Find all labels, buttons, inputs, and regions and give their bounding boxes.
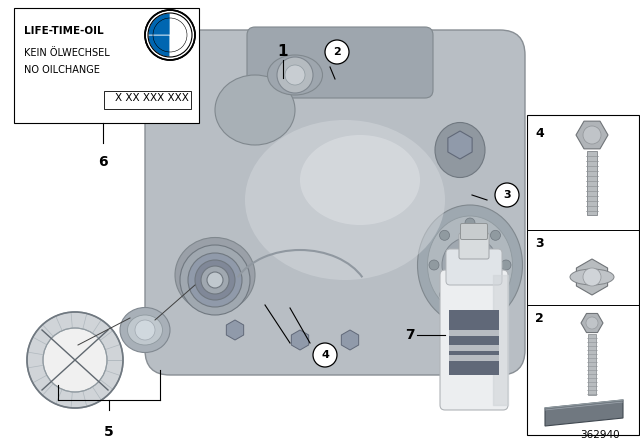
Circle shape [440,290,449,300]
Circle shape [145,10,195,60]
Polygon shape [341,330,358,350]
Wedge shape [170,13,192,35]
Circle shape [188,253,242,307]
Circle shape [465,218,475,228]
Polygon shape [581,314,603,332]
Bar [449,310,499,375]
Text: 7: 7 [405,328,415,342]
Circle shape [180,245,250,315]
Bar [449,345,499,351]
Ellipse shape [120,307,170,353]
Circle shape [583,268,601,286]
Ellipse shape [428,216,513,314]
Ellipse shape [435,122,485,177]
Circle shape [135,320,155,340]
Polygon shape [291,330,308,350]
Polygon shape [227,320,244,340]
Text: X XX XXX XXX: X XX XXX XXX [115,93,189,103]
Circle shape [201,266,229,294]
Circle shape [277,57,313,93]
Text: 362940: 362940 [580,430,620,440]
Bar [449,330,499,336]
FancyBboxPatch shape [440,270,508,410]
Text: 2: 2 [333,47,341,57]
Circle shape [495,183,519,207]
Ellipse shape [215,75,295,145]
Ellipse shape [268,55,323,95]
Circle shape [583,126,601,144]
Ellipse shape [570,269,614,285]
Wedge shape [148,13,170,35]
Circle shape [586,317,598,329]
Text: 4: 4 [321,350,329,360]
Circle shape [285,65,305,85]
Circle shape [429,260,439,270]
Text: 3: 3 [535,237,543,250]
Bar [588,334,596,395]
Circle shape [207,272,223,288]
Circle shape [465,302,475,312]
Circle shape [501,260,511,270]
Bar [527,115,639,435]
Bar [587,151,597,215]
Polygon shape [577,259,607,295]
Ellipse shape [127,315,163,345]
Polygon shape [576,121,608,149]
Ellipse shape [300,135,420,225]
Text: 5: 5 [104,425,114,439]
Text: 6: 6 [98,155,108,169]
Bar [14,8,199,123]
Circle shape [440,230,449,240]
Text: 1: 1 [278,44,288,60]
Circle shape [490,290,500,300]
Circle shape [490,230,500,240]
Circle shape [452,247,488,283]
Text: KEIN ÖLWECHSEL: KEIN ÖLWECHSEL [24,48,109,58]
Circle shape [27,312,123,408]
Wedge shape [148,35,170,57]
FancyBboxPatch shape [459,233,489,259]
Bar [104,91,191,109]
FancyBboxPatch shape [446,249,502,285]
Circle shape [313,343,337,367]
FancyBboxPatch shape [461,224,488,240]
FancyBboxPatch shape [247,27,433,98]
Wedge shape [170,35,192,57]
Text: NO OILCHANGE: NO OILCHANGE [24,65,100,75]
Polygon shape [448,131,472,159]
Circle shape [43,328,107,392]
Bar [449,355,499,361]
FancyBboxPatch shape [145,30,525,375]
Ellipse shape [417,205,522,325]
Text: 4: 4 [535,127,544,140]
Circle shape [195,260,235,300]
Ellipse shape [175,237,255,313]
Ellipse shape [245,120,445,280]
Text: LIFE-TIME-OIL: LIFE-TIME-OIL [24,26,104,36]
Text: 3: 3 [503,190,511,200]
Circle shape [325,40,349,64]
Circle shape [442,237,498,293]
Text: 2: 2 [535,312,544,325]
Polygon shape [545,400,623,426]
